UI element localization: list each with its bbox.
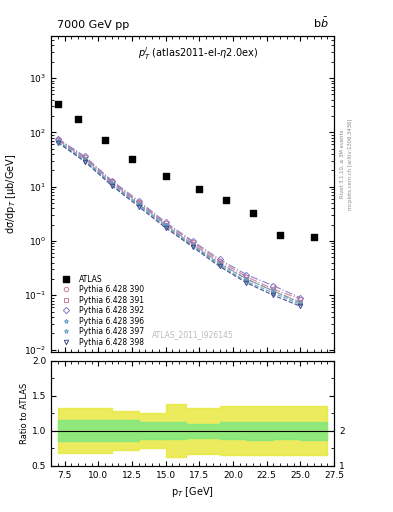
- Pythia 6.428 391: [271, 288, 276, 294]
- Pythia 6.428 396: [190, 242, 195, 248]
- Pythia 6.428 398: [190, 244, 195, 250]
- Text: $p_T^l$ (atlas2011-el-$\eta$2.0ex): $p_T^l$ (atlas2011-el-$\eta$2.0ex): [138, 46, 258, 62]
- Pythia 6.428 396: [55, 138, 60, 144]
- Line: Pythia 6.428 390: Pythia 6.428 390: [55, 137, 303, 302]
- Pythia 6.428 397: [83, 158, 87, 164]
- Pythia 6.428 396: [217, 261, 222, 267]
- Pythia 6.428 398: [244, 280, 249, 286]
- X-axis label: p$_T$ [GeV]: p$_T$ [GeV]: [171, 485, 214, 499]
- Pythia 6.428 396: [163, 222, 168, 228]
- Pythia 6.428 390: [163, 221, 168, 227]
- Line: Pythia 6.428 398: Pythia 6.428 398: [55, 140, 303, 308]
- Pythia 6.428 392: [55, 136, 60, 142]
- Pythia 6.428 391: [83, 156, 87, 162]
- Pythia 6.428 398: [136, 204, 141, 210]
- Pythia 6.428 392: [109, 178, 114, 184]
- Pythia 6.428 396: [136, 201, 141, 207]
- Pythia 6.428 392: [83, 154, 87, 160]
- Pythia 6.428 391: [163, 222, 168, 228]
- Pythia 6.428 392: [244, 271, 249, 278]
- Pythia 6.428 392: [163, 219, 168, 225]
- Pythia 6.428 390: [271, 286, 276, 292]
- Pythia 6.428 398: [298, 303, 303, 309]
- Pythia 6.428 392: [217, 256, 222, 262]
- Pythia 6.428 397: [271, 290, 276, 296]
- Pythia 6.428 396: [244, 276, 249, 282]
- Text: ATLAS_2011_I926145: ATLAS_2011_I926145: [152, 330, 233, 339]
- Pythia 6.428 398: [163, 225, 168, 231]
- Y-axis label: dσ/dp$_T$ [μb/GeV]: dσ/dp$_T$ [μb/GeV]: [4, 154, 18, 234]
- Text: b$\bar{b}$: b$\bar{b}$: [313, 15, 329, 30]
- Text: 7000 GeV pp: 7000 GeV pp: [57, 19, 129, 30]
- Pythia 6.428 390: [83, 154, 87, 160]
- Pythia 6.428 396: [298, 300, 303, 306]
- Pythia 6.428 391: [244, 276, 249, 282]
- Pythia 6.428 391: [190, 241, 195, 247]
- Pythia 6.428 398: [217, 263, 222, 269]
- Pythia 6.428 396: [109, 180, 114, 186]
- Pythia 6.428 398: [55, 139, 60, 145]
- Pythia 6.428 392: [136, 198, 141, 204]
- Pythia 6.428 390: [217, 258, 222, 264]
- Y-axis label: Ratio to ATLAS: Ratio to ATLAS: [20, 382, 29, 444]
- ATLAS: [162, 172, 169, 180]
- Line: Pythia 6.428 397: Pythia 6.428 397: [55, 139, 303, 307]
- Pythia 6.428 398: [271, 292, 276, 298]
- Pythia 6.428 390: [55, 136, 60, 142]
- Pythia 6.428 390: [190, 239, 195, 245]
- Pythia 6.428 391: [109, 179, 114, 185]
- ATLAS: [250, 209, 256, 217]
- Pythia 6.428 398: [83, 159, 87, 165]
- Text: Rivet 3.1.10, ≥ 3M events: Rivet 3.1.10, ≥ 3M events: [340, 130, 345, 198]
- Pythia 6.428 397: [109, 181, 114, 187]
- Pythia 6.428 392: [190, 238, 195, 244]
- ATLAS: [196, 185, 202, 193]
- Pythia 6.428 391: [136, 200, 141, 206]
- ATLAS: [277, 231, 283, 239]
- Pythia 6.428 391: [298, 299, 303, 305]
- Line: Pythia 6.428 396: Pythia 6.428 396: [55, 139, 303, 305]
- Pythia 6.428 397: [136, 202, 141, 208]
- Pythia 6.428 397: [217, 262, 222, 268]
- Pythia 6.428 391: [55, 137, 60, 143]
- Text: mcplots.cern.ch [arXiv:1306.3436]: mcplots.cern.ch [arXiv:1306.3436]: [348, 118, 353, 209]
- Pythia 6.428 390: [136, 199, 141, 205]
- Pythia 6.428 391: [217, 260, 222, 266]
- Pythia 6.428 397: [190, 243, 195, 249]
- ATLAS: [129, 155, 135, 163]
- Legend: ATLAS, Pythia 6.428 390, Pythia 6.428 391, Pythia 6.428 392, Pythia 6.428 396, P: ATLAS, Pythia 6.428 390, Pythia 6.428 39…: [55, 273, 145, 348]
- Pythia 6.428 396: [83, 156, 87, 162]
- ATLAS: [223, 196, 230, 204]
- ATLAS: [102, 136, 108, 144]
- Line: Pythia 6.428 391: Pythia 6.428 391: [55, 138, 303, 304]
- Pythia 6.428 390: [244, 273, 249, 280]
- Line: Pythia 6.428 392: Pythia 6.428 392: [55, 136, 303, 300]
- Pythia 6.428 392: [271, 283, 276, 289]
- ATLAS: [75, 115, 81, 123]
- Pythia 6.428 398: [109, 182, 114, 188]
- Pythia 6.428 390: [298, 296, 303, 302]
- Pythia 6.428 392: [298, 295, 303, 301]
- ATLAS: [55, 100, 61, 109]
- Pythia 6.428 397: [298, 302, 303, 308]
- ATLAS: [311, 232, 317, 241]
- Pythia 6.428 397: [55, 138, 60, 144]
- Pythia 6.428 390: [109, 178, 114, 184]
- Pythia 6.428 396: [271, 288, 276, 294]
- Pythia 6.428 397: [163, 223, 168, 229]
- Pythia 6.428 397: [244, 279, 249, 285]
